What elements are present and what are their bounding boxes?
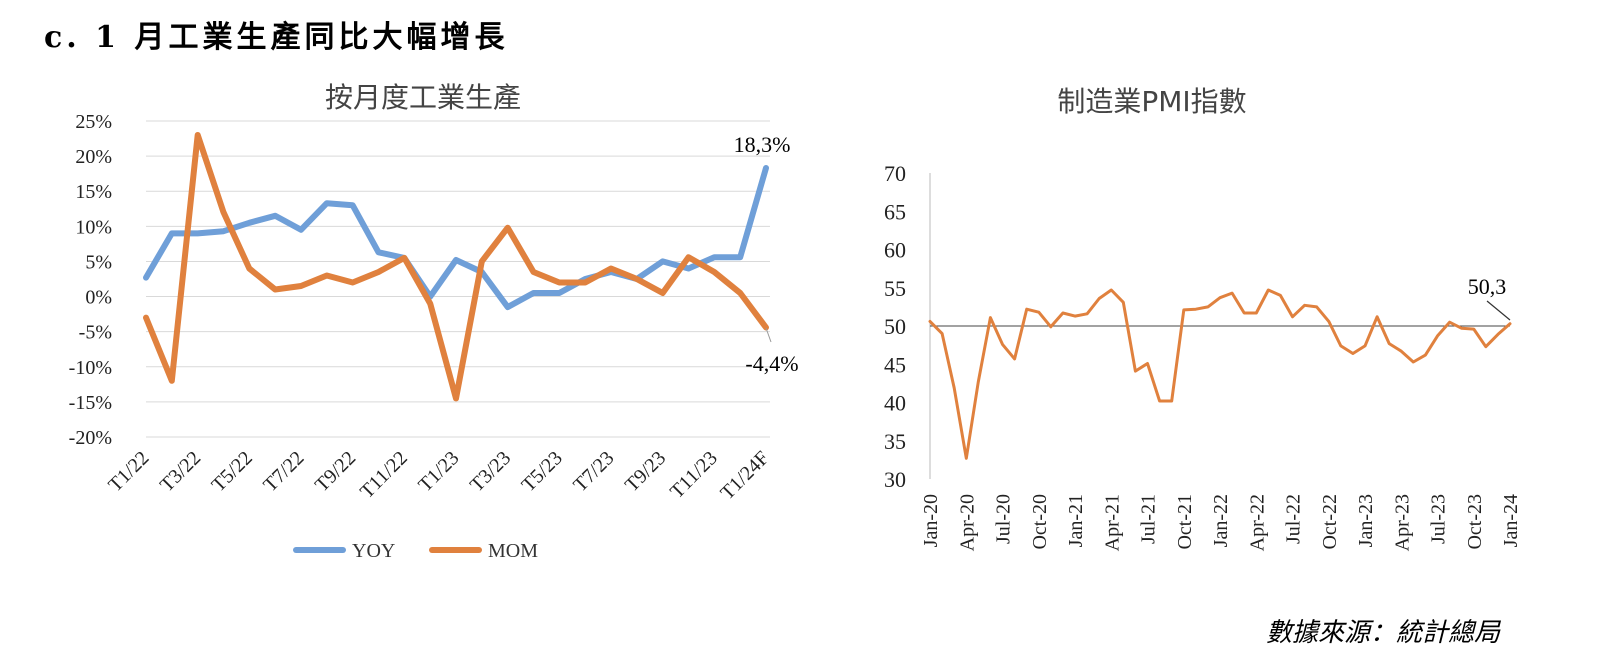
- industrial-production-chart: 按月度工業生產 -20%-15%-10%-5%0%5%10%15%20%25% …: [69, 81, 799, 562]
- legend-mom-label: MOM: [488, 540, 538, 562]
- chart2-x-tick: Jan-20: [920, 494, 942, 547]
- chart2-x-tick: Jan-24: [1500, 494, 1522, 547]
- chart2-y-tick: 45: [884, 352, 906, 377]
- chart2-x-tick: Oct-21: [1174, 494, 1196, 550]
- chart2-lines: [928, 288, 1512, 460]
- chart1-y-tick: -5%: [79, 322, 112, 344]
- chart2-x-tick: Oct-22: [1319, 494, 1341, 550]
- mom-last-label: -4,4%: [745, 351, 798, 376]
- chart2-x-tick: Apr-21: [1101, 494, 1123, 551]
- chart1-y-tick: 15%: [75, 181, 112, 203]
- series-mom-line: [143, 132, 769, 402]
- chart2-y-tick: 70: [884, 161, 906, 186]
- chart1-title: 按月度工業生產: [325, 81, 521, 114]
- chart1-y-tick: -15%: [69, 392, 112, 414]
- chart2-x-tick: Jul-23: [1428, 494, 1450, 544]
- chart2-x-tick: Oct-20: [1029, 494, 1051, 550]
- pmi-chart: 制造業PMI指數 30 35 40 45 50 55 60 65 70 Jan-20 Apr-20…: [884, 85, 1522, 551]
- chart1-gridlines: [146, 120, 770, 438]
- pmi-last-label: 50,3: [1468, 274, 1507, 299]
- chart2-y-tick: 55: [884, 276, 906, 301]
- series-yoy-line: [143, 165, 769, 311]
- chart2-y-tick: 60: [884, 238, 906, 263]
- chart1-y-tick: 10%: [75, 216, 112, 238]
- chart2-x-tick: Oct-23: [1464, 494, 1486, 550]
- chart1-y-tick: 25%: [75, 111, 112, 133]
- chart2-x-tick: Apr-20: [956, 494, 978, 551]
- yoy-last-label: 18,3%: [734, 132, 791, 157]
- chart1-y-tick: -20%: [69, 427, 112, 449]
- chart2-y-tick: 35: [884, 429, 906, 454]
- mom-leader-line: [765, 327, 772, 343]
- source-note: 數據來源：統計總局: [1265, 618, 1500, 648]
- chart2-x-tick: Apr-23: [1391, 494, 1413, 551]
- series-pmi-line: [928, 288, 1512, 460]
- page-title: c. 1 月工業生產同比大幅增長: [44, 20, 509, 55]
- chart2-title: 制造業PMI指數: [1057, 85, 1246, 118]
- chart1-y-tick: -10%: [69, 357, 112, 379]
- chart2-y-tick: 40: [884, 391, 906, 416]
- chart2-y-tick: 30: [884, 467, 906, 492]
- chart2-x-tick: Jan-22: [1210, 494, 1232, 547]
- chart2-x-tick: Apr-22: [1246, 494, 1268, 551]
- chart2-y-tick: 65: [884, 199, 906, 224]
- chart2-x-tick: Jan-23: [1355, 494, 1377, 547]
- chart1-y-axis: -20% -15% -10% -5% 0% 5% 10% 15% 20% 25%: [69, 111, 112, 449]
- chart1-lines: [143, 132, 769, 402]
- chart1-y-tick: 0%: [85, 287, 112, 309]
- chart2-x-tick: Jan-21: [1065, 494, 1087, 547]
- chart1-legend: YOY MOM: [293, 540, 538, 562]
- chart2-x-tick: Jul-20: [993, 494, 1015, 544]
- chart2-x-tick: Jul-21: [1138, 494, 1160, 544]
- chart1-y-tick: 20%: [75, 146, 112, 168]
- legend-yoy-label: YOY: [352, 540, 395, 562]
- chart1-y-tick: 5%: [85, 251, 112, 273]
- chart2-x-tick: Jul-22: [1283, 494, 1305, 544]
- pmi-leader-line: [1486, 300, 1511, 321]
- chart2-x-axis: Jan-20 Apr-20 Jul-20 Oct-20 Jan-21 Apr-21 Jul-…: [920, 494, 1522, 551]
- chart2-y-tick: 50: [884, 314, 906, 339]
- chart2-y-axis: 30 35 40 45 50 55 60 65 70: [884, 161, 931, 492]
